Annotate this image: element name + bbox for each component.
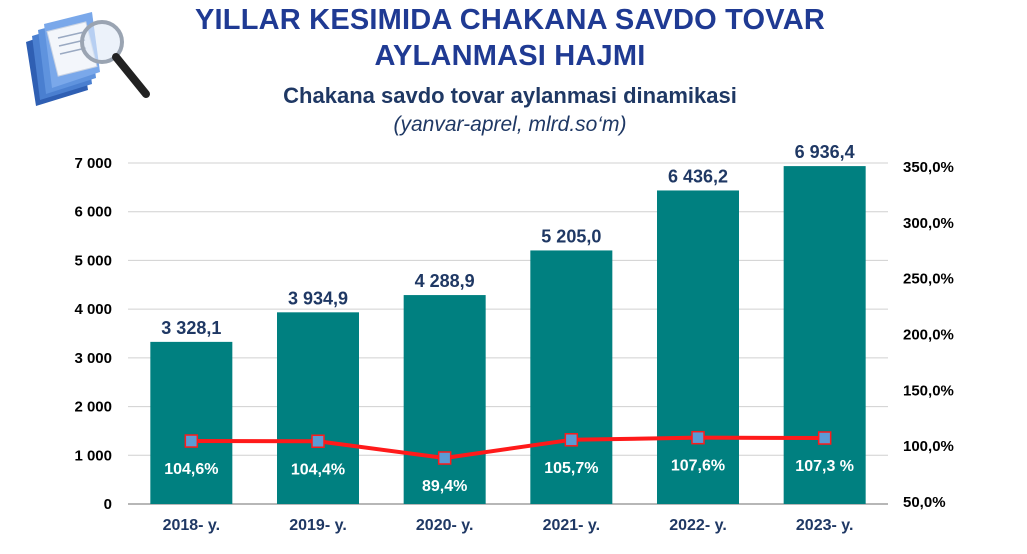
- y-right-tick-label: 250,0%: [903, 271, 954, 288]
- folder-magnifier-icon: [18, 2, 153, 110]
- y-left-tick-label: 3 000: [74, 350, 112, 367]
- y-right-tick-label: 150,0%: [903, 382, 954, 399]
- line-value-label: 105,7%: [544, 460, 598, 477]
- y-left-tick-label: 0: [104, 496, 112, 513]
- growth-line: [191, 435, 825, 461]
- line-marker: [311, 434, 325, 449]
- line-value-label: 107,6%: [671, 458, 725, 475]
- bar: [403, 295, 486, 504]
- line-marker: [184, 434, 199, 448]
- page-title-line-2: AYLANMASI HAJMI: [374, 40, 646, 72]
- bar-value-label: 3 328,1: [161, 318, 221, 338]
- line-value-label: 89,4%: [422, 478, 467, 495]
- x-tick-label: 2018- y.: [163, 517, 221, 534]
- bar-value-label: 5 205,0: [541, 226, 601, 246]
- y-left-tick-label: 1 000: [74, 447, 112, 464]
- y-left-tick-label: 6 000: [74, 204, 112, 221]
- y-left-tick-label: 2 000: [74, 399, 112, 416]
- line-value-label: 104,4%: [291, 461, 345, 478]
- line-marker: [817, 431, 832, 445]
- axis-ticks: 0 1 000 2 000 3 000 4 000 5 000 6 000 7 000 50,0…: [74, 155, 953, 534]
- line-marker: [691, 430, 705, 445]
- bar: [530, 250, 613, 504]
- x-tick-label: 2021- y.: [543, 517, 601, 534]
- bar-value-label: 3 934,9: [288, 288, 348, 308]
- line-value-label: 107,3 %: [795, 458, 854, 475]
- page-title: YILLAR KESIMIDA CHAKANA SAVDO TOVAR AYLA…: [150, 2, 870, 74]
- grid-lines: [128, 162, 888, 505]
- x-tick-label: 2022- y.: [669, 517, 727, 534]
- y-left-tick-label: 4 000: [74, 301, 112, 318]
- bar: [150, 341, 233, 504]
- y-right-tick-label: 350,0%: [903, 159, 954, 176]
- line-marker: [564, 433, 579, 447]
- bar-value-label: 4 288,9: [415, 271, 475, 291]
- bar: [277, 312, 359, 504]
- line-series: [184, 430, 832, 465]
- line-value-label: 104,6%: [164, 461, 218, 478]
- x-tick-label: 2023- y.: [796, 517, 854, 534]
- page-title-line-1: YILLAR KESIMIDA CHAKANA SAVDO TOVAR: [195, 4, 825, 36]
- y-left-tick-label: 5 000: [74, 252, 112, 269]
- x-tick-label: 2019- y.: [289, 517, 347, 534]
- bar: [783, 166, 866, 504]
- y-left-tick-label: 7 000: [74, 155, 112, 172]
- y-right-tick-label: 300,0%: [903, 215, 954, 232]
- data-labels: 3 328,1 3 934,9 4 288,9 5 205,0 6 436,2 6 936…: [161, 142, 854, 495]
- chart-subtitle: (yanvar-aprel, mlrd.so‘m): [393, 113, 627, 136]
- bar: [657, 190, 739, 504]
- bar-value-label: 6 936,4: [795, 142, 855, 162]
- line-marker: [437, 451, 452, 465]
- bar-value-label: 6 436,2: [668, 166, 728, 186]
- chart-title: Chakana savdo tovar aylanmasi dinamikasi: [283, 83, 737, 108]
- x-tick-label: 2020- y.: [416, 517, 474, 534]
- y-right-tick-label: 200,0%: [903, 327, 954, 344]
- bar-series: [150, 166, 866, 504]
- y-right-tick-label: 50,0%: [903, 494, 946, 511]
- y-right-tick-label: 100,0%: [903, 438, 954, 455]
